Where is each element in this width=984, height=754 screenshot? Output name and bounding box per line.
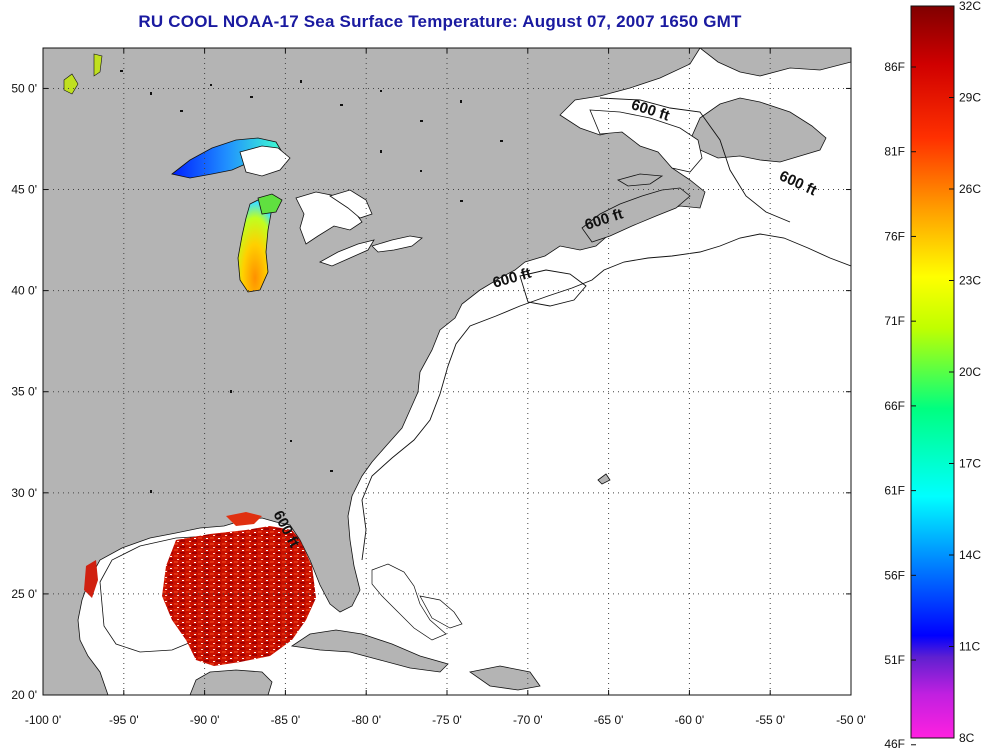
florida-coast-sst (226, 512, 262, 526)
lat-tick-label: 25 0' (11, 587, 37, 601)
lake-erie (319, 239, 375, 267)
gulf-st-lawrence (589, 109, 703, 173)
lon-tick-label: -95 0' (109, 713, 139, 727)
lat-tick-label: 45 0' (11, 183, 37, 197)
shelf-contour-gulf-stlawrence (599, 97, 791, 223)
land-hispaniola (469, 665, 541, 691)
colorbar-fahrenheit-label: 46F (884, 737, 905, 751)
lon-tick-label: -70 0' (513, 713, 543, 727)
colorbar-fahrenheit-label: 76F (884, 229, 905, 243)
colorbar-ticks (911, 5, 954, 746)
bermuda (597, 473, 611, 485)
land-cuba (290, 629, 449, 673)
colorbar-fahrenheit-label: 86F (884, 60, 905, 74)
colorbar-celsius-label: 14C (959, 548, 981, 562)
map-tick-marks (42, 48, 852, 696)
colorbar-celsius-label: 23C (959, 274, 981, 288)
colorbar-celsius-label: 20C (959, 365, 981, 379)
colorbar-celsius-label: 26C (959, 182, 981, 196)
map-plot-area (43, 48, 851, 695)
colorbar-fahrenheit-label: 71F (884, 314, 905, 328)
lake-michigan-north (257, 193, 283, 215)
colorbar-celsius-label: 8C (959, 731, 975, 745)
lon-tick-label: -90 0' (190, 713, 220, 727)
lon-axis-labels: -100 0' -95 0' -90 0' -85 0' -80 0' -75 0' -70… (25, 713, 866, 727)
lat-axis-labels: 20 0' 25 0' 30 0' 35 0' 40 0' 45 0' 50 0' (11, 81, 37, 702)
colorbar-fahrenheit-label: 56F (884, 568, 905, 582)
lat-tick-label: 30 0' (11, 486, 37, 500)
lat-tick-label: 50 0' (11, 81, 37, 95)
colorbar-fahrenheit-label: 61F (884, 484, 905, 498)
colorbar-fahrenheit-label: 81F (884, 145, 905, 159)
shelf-contour-600ft (361, 233, 851, 561)
lon-tick-label: -80 0' (351, 713, 381, 727)
colorbar-celsius-label: 11C (959, 640, 980, 654)
inland-lake-specks (120, 70, 503, 493)
lat-tick-label: 20 0' (11, 688, 37, 702)
colorbar-celsius-labels: 32C 29C 26C 23C 20C 17C 14C 11C 8C (959, 0, 981, 745)
land-pei (616, 173, 664, 187)
lon-tick-label: -55 0' (755, 713, 785, 727)
map-title: RU COOL NOAA-17 Sea Surface Temperature:… (138, 12, 742, 31)
lake-ontario (371, 235, 423, 253)
land-labrador (699, 48, 851, 77)
lat-tick-label: 40 0' (11, 284, 37, 298)
land-yucatan (189, 669, 273, 695)
colorbar-fahrenheit-labels: 86F 81F 76F 71F 66F 61F 56F 51F 46F (884, 60, 905, 751)
colorbar-celsius-label: 17C (959, 457, 981, 471)
georgian-bay (329, 189, 373, 219)
bahamas-banks (371, 563, 463, 641)
colorbar (910, 5, 955, 739)
georges-bank (519, 269, 587, 307)
colorbar-celsius-label: 32C (959, 0, 981, 13)
lon-tick-label: -60 0' (675, 713, 705, 727)
lat-tick-label: 35 0' (11, 385, 37, 399)
colorbar-fahrenheit-label: 51F (884, 653, 905, 667)
lon-tick-label: -50 0' (836, 713, 866, 727)
lon-tick-label: -85 0' (271, 713, 301, 727)
lon-tick-label: -75 0' (432, 713, 462, 727)
texas-coast-sst (84, 560, 98, 598)
colorbar-fahrenheit-label: 66F (884, 399, 905, 413)
colorbar-celsius-label: 29C (959, 91, 981, 105)
gulf-sst-data (162, 526, 316, 666)
lon-tick-label: -100 0' (25, 713, 61, 727)
lon-tick-label: -65 0' (594, 713, 624, 727)
land-newfoundland (691, 97, 827, 163)
